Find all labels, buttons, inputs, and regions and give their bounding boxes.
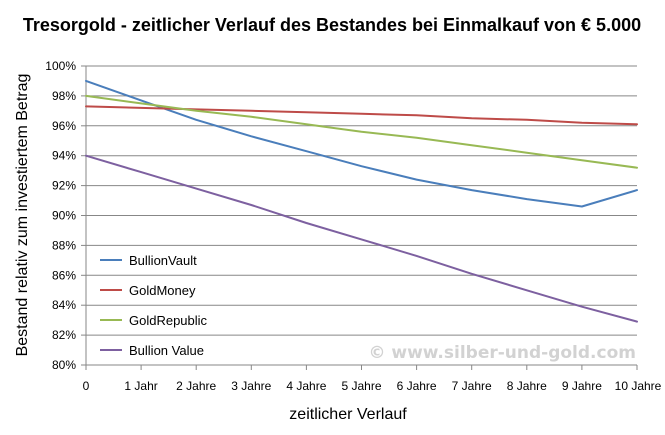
gridlines	[86, 65, 637, 366]
x-tick-label: 8 Jahre	[507, 379, 547, 393]
series-line-goldmoney	[85, 105, 638, 126]
y-tick-label: 80%	[52, 358, 76, 372]
y-tick-label: 96%	[52, 119, 76, 133]
y-tick-label: 84%	[52, 298, 76, 312]
y-axis-label: Bestand relativ zum investiertem Betrag	[14, 74, 31, 357]
y-tick-label: 86%	[52, 268, 76, 282]
y-tick-label: 88%	[52, 238, 76, 252]
series-line-goldrepublic	[85, 94, 638, 169]
y-tick-label: 82%	[52, 328, 76, 342]
y-tick-label: 94%	[52, 149, 76, 163]
legend-label: GoldMoney	[129, 283, 196, 298]
y-tick-label: 92%	[52, 179, 76, 193]
x-tick-label: 2 Jahre	[176, 379, 216, 393]
x-tick-label: 1 Jahr	[124, 379, 157, 393]
legend: BullionVault GoldMoney GoldRepublic Bullion…	[100, 253, 208, 358]
series-line-bullion-value	[85, 154, 638, 323]
watermark-text: © www.silber-und-gold.com	[368, 343, 636, 363]
axes	[81, 65, 638, 370]
x-tick-label: 3 Jahre	[231, 379, 271, 393]
y-tick-label: 90%	[52, 209, 76, 223]
x-tick-label: 5 Jahre	[341, 379, 381, 393]
x-tick-label: 0	[83, 379, 90, 393]
chart-title: Tresorgold - zeitlicher Verlauf des Best…	[23, 15, 641, 35]
legend-label: Bullion Value	[129, 343, 204, 358]
legend-label: BullionVault	[129, 253, 197, 268]
x-axis-label: zeitlicher Verlauf	[289, 406, 407, 423]
x-tick-label: 9 Jahre	[562, 379, 602, 393]
x-tick-label: 7 Jahre	[452, 379, 492, 393]
x-tick-label: 4 Jahre	[286, 379, 326, 393]
legend-label: GoldRepublic	[129, 313, 208, 328]
series-line-bullionvault	[85, 79, 638, 208]
tick-labels: 80% 82% 84% 86% 88% 90% 92% 94% 96% 98% 100% 0 1 Jah…	[45, 59, 661, 393]
y-tick-label: 98%	[52, 89, 76, 103]
x-tick-label: 6 Jahre	[397, 379, 437, 393]
y-tick-label: 100%	[45, 59, 76, 73]
series-lines	[85, 79, 638, 323]
x-tick-label: 10 Jahre	[615, 379, 662, 393]
